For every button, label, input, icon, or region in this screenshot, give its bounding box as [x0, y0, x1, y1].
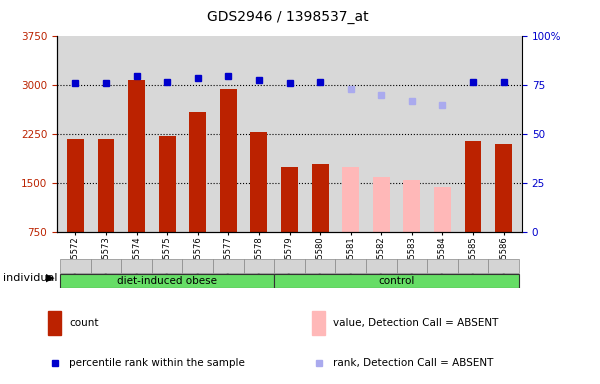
Text: individual: individual — [3, 273, 58, 283]
Bar — [434, 187, 451, 232]
Bar — [342, 167, 359, 232]
Bar — [495, 144, 512, 232]
Bar — [213, 259, 244, 273]
Bar — [397, 259, 427, 273]
Text: diet-induced obese: diet-induced obese — [117, 276, 217, 286]
Bar — [152, 259, 182, 273]
Bar — [335, 259, 366, 273]
Text: value, Detection Call = ABSENT: value, Detection Call = ABSENT — [333, 318, 499, 328]
Bar — [427, 259, 458, 273]
Bar — [373, 177, 389, 232]
Text: GDS2946 / 1398537_at: GDS2946 / 1398537_at — [207, 10, 369, 23]
Bar — [464, 141, 481, 232]
Text: rank, Detection Call = ABSENT: rank, Detection Call = ABSENT — [333, 358, 493, 368]
Bar — [305, 259, 335, 273]
Text: percentile rank within the sample: percentile rank within the sample — [69, 358, 245, 368]
Bar — [67, 139, 84, 232]
Bar — [312, 311, 325, 336]
Bar — [366, 259, 397, 273]
Bar — [48, 311, 61, 336]
Bar — [458, 259, 488, 273]
Bar — [250, 132, 268, 232]
Bar — [220, 89, 237, 232]
Bar — [281, 167, 298, 232]
Bar — [159, 136, 176, 232]
Bar — [311, 164, 329, 232]
Bar — [403, 180, 420, 232]
Bar — [190, 112, 206, 232]
Bar — [121, 259, 152, 273]
Text: control: control — [379, 276, 415, 286]
Bar — [274, 259, 305, 273]
Bar — [182, 259, 213, 273]
Bar — [244, 259, 274, 273]
Bar — [91, 259, 121, 273]
Text: count: count — [69, 318, 98, 328]
Bar — [128, 80, 145, 232]
Bar — [274, 273, 519, 288]
Bar — [60, 259, 91, 273]
Bar — [60, 273, 274, 288]
Bar — [488, 259, 519, 273]
Text: ▶: ▶ — [46, 273, 55, 283]
Bar — [98, 139, 115, 232]
